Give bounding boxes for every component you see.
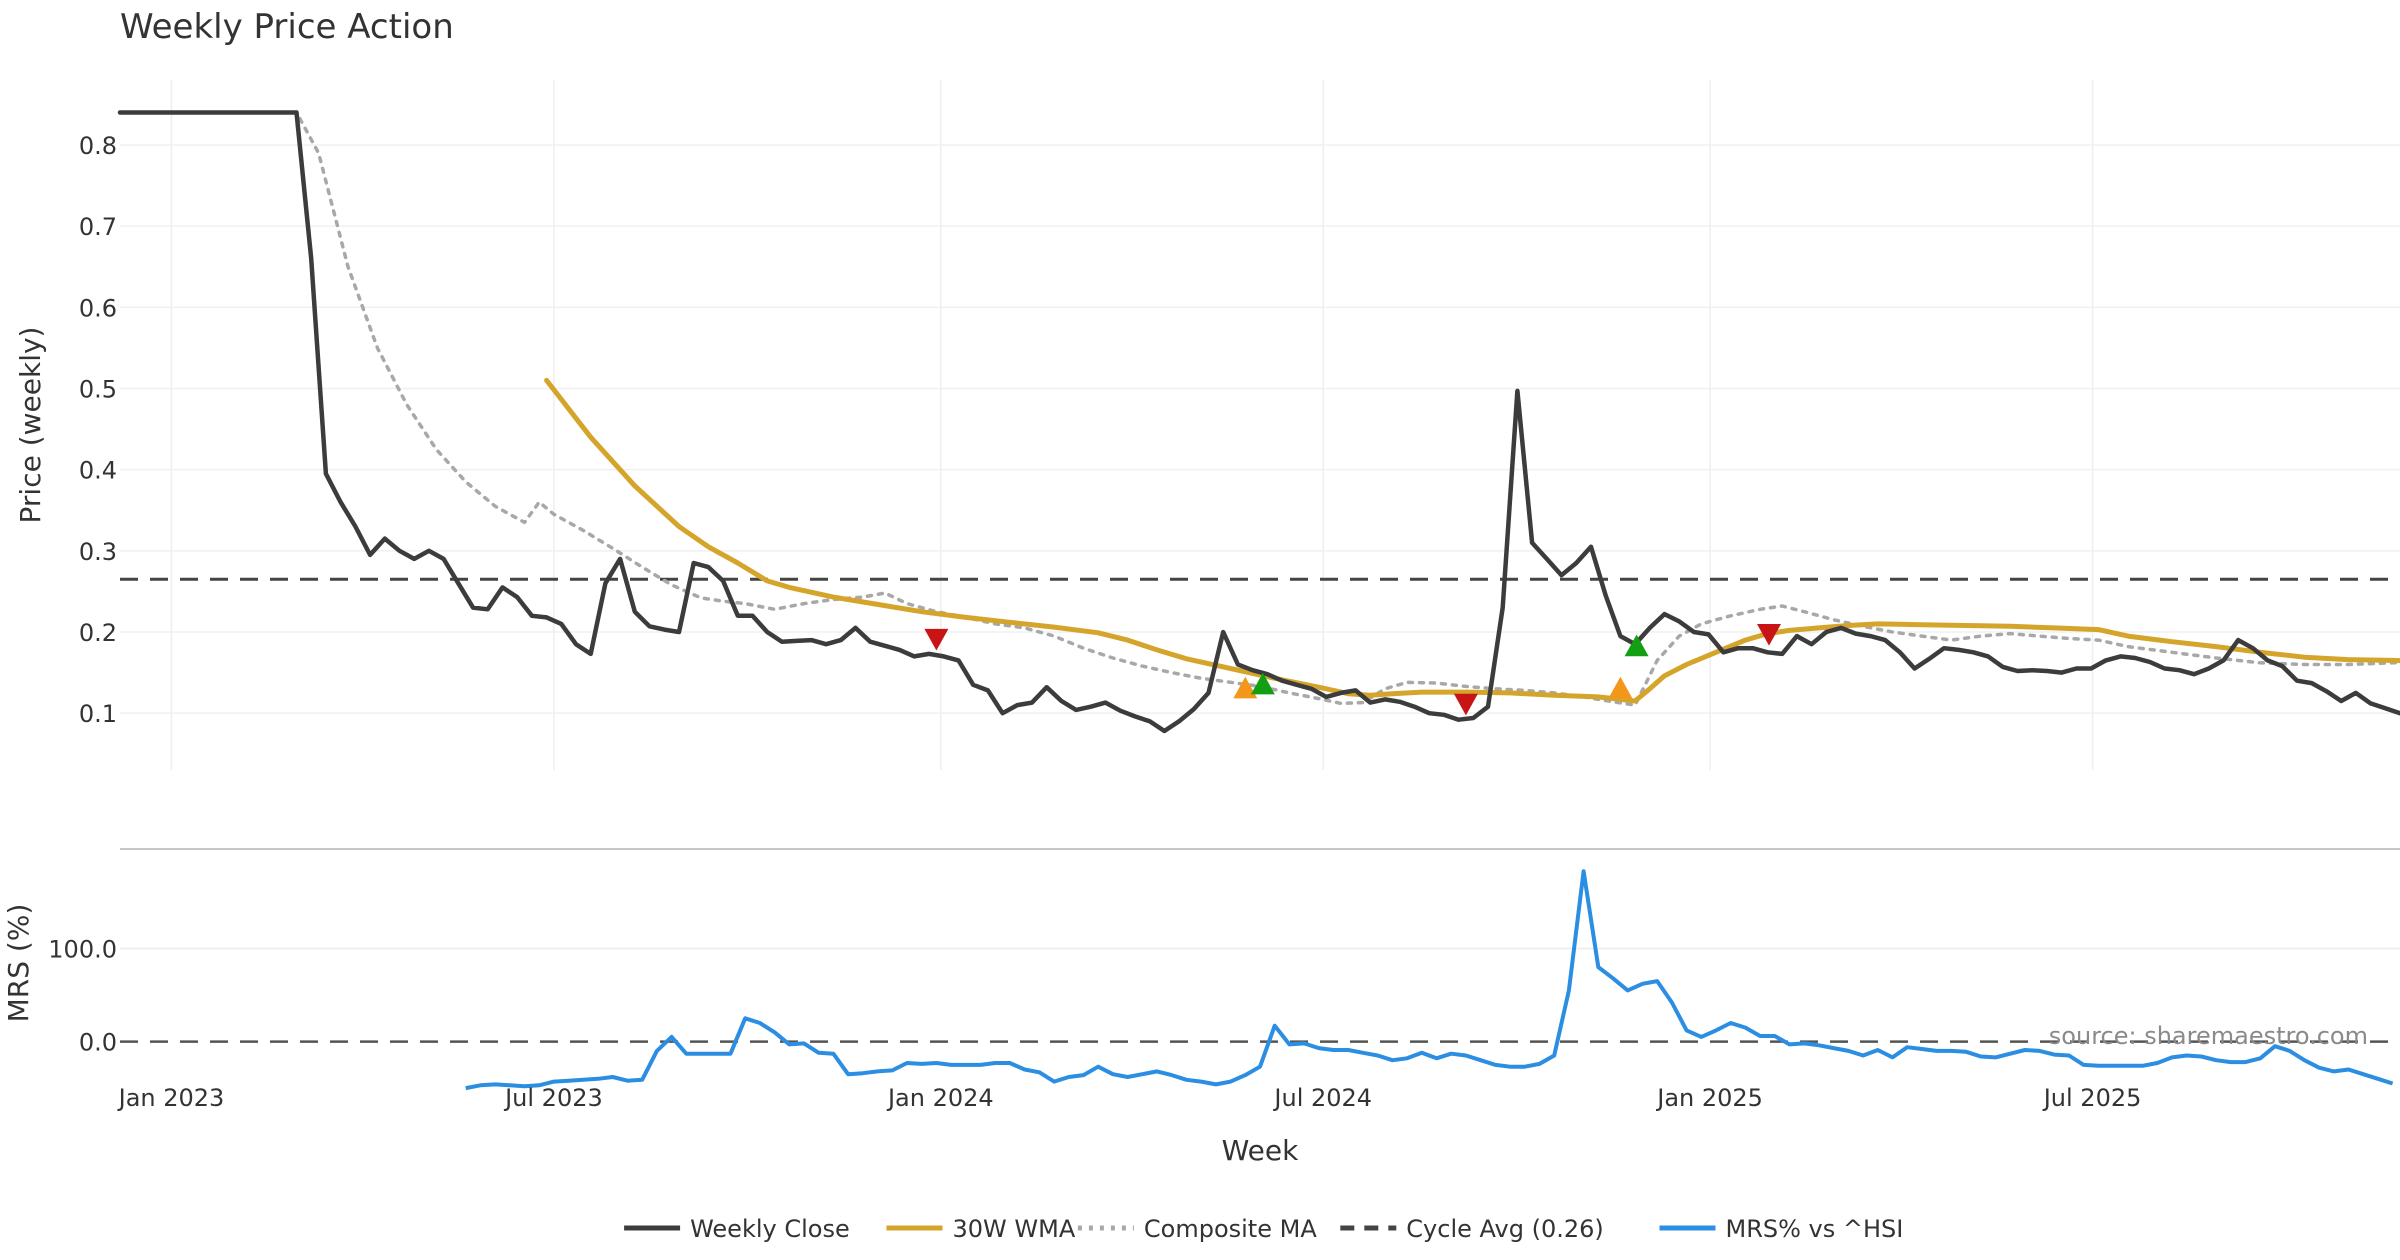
legend-label: Weekly Close <box>690 1215 850 1243</box>
marker-sell-0 <box>924 628 949 651</box>
x-tick-label: Jan 2025 <box>1655 1084 1763 1112</box>
mrs-y-tick-labels: 0.0 100.0 <box>48 935 117 1056</box>
price-y-tick-labels: 0.1 0.2 0.3 0.4 0.5 0.6 0.7 0.8 <box>79 132 117 728</box>
series-mrspct-vs-hsi <box>465 869 2394 1091</box>
marker-buy-5 <box>1624 634 1649 657</box>
mrs-series-group <box>120 869 2400 1091</box>
mrs-y-tick: 100.0 <box>48 935 117 963</box>
price-y-tick: 0.5 <box>79 375 117 403</box>
chart-title: Weekly Price Action <box>120 7 454 47</box>
signal-markers <box>924 624 1781 716</box>
x-tick-label: Jul 2023 <box>503 1084 603 1112</box>
price-y-tick: 0.1 <box>79 700 117 728</box>
price-y-tick: 0.7 <box>79 213 117 241</box>
price-y-tick: 0.8 <box>79 132 117 160</box>
price-y-tick: 0.4 <box>79 457 117 485</box>
x-tick-label: Jan 2023 <box>117 1084 225 1112</box>
price-grid <box>120 144 2400 714</box>
marker-sell-3 <box>1453 693 1478 716</box>
vertical-gridlines <box>170 80 2094 770</box>
marker-buy-2 <box>1250 672 1275 695</box>
legend-label: MRS% vs ^HSI <box>1726 1215 1904 1243</box>
mrs-y-axis-title: MRS (%) <box>2 904 35 1023</box>
price-y-tick: 0.6 <box>79 294 117 322</box>
series-composite-ma <box>169 110 2400 707</box>
price-y-tick: 0.3 <box>79 538 117 566</box>
legend-label: Cycle Avg (0.26) <box>1406 1215 1603 1243</box>
price-y-axis-title: Price (weekly) <box>14 327 47 524</box>
marker-buy-1 <box>1233 676 1258 699</box>
marker-buy-4 <box>1608 676 1633 699</box>
legend-label: 30W WMA <box>953 1215 1076 1243</box>
mrs-y-tick: 0.0 <box>79 1029 117 1057</box>
x-tick-label: Jan 2024 <box>886 1084 994 1112</box>
marker-sell-6 <box>1757 624 1781 646</box>
source-note: source: sharemaestro.com <box>2049 1022 2368 1050</box>
x-axis-title: Week <box>1222 1134 1299 1167</box>
price-series-group <box>117 110 2400 734</box>
legend: Weekly Close 30W WMA Composite MA Cycle Avg… <box>624 1215 1903 1243</box>
price-y-tick: 0.2 <box>79 619 117 647</box>
series-30w-wma <box>544 377 2400 704</box>
x-tick-label: Jul 2025 <box>2042 1084 2142 1112</box>
legend-label: Composite MA <box>1144 1215 1317 1243</box>
x-tick-label: Jul 2024 <box>1272 1084 1372 1112</box>
x-tick-labels: Jan 2023 Jul 2023 Jan 2024 Jul 2024 Jan 2025… <box>117 1084 2142 1112</box>
series-weekly-close <box>117 110 2400 734</box>
